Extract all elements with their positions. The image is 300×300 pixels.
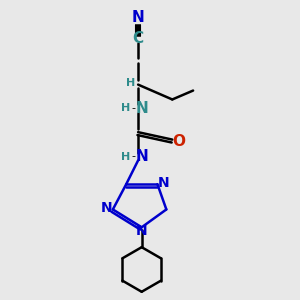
Text: N: N bbox=[101, 201, 113, 215]
Text: H: H bbox=[126, 78, 135, 88]
Text: H: H bbox=[121, 152, 130, 161]
Text: N: N bbox=[135, 149, 148, 164]
Text: N: N bbox=[132, 10, 145, 25]
Text: -: - bbox=[132, 103, 136, 113]
Text: H: H bbox=[121, 103, 130, 113]
Text: O: O bbox=[172, 134, 185, 148]
Text: C: C bbox=[133, 31, 144, 46]
Text: N: N bbox=[158, 176, 170, 190]
Text: N: N bbox=[135, 224, 147, 238]
Text: -: - bbox=[132, 152, 136, 161]
Text: N: N bbox=[135, 101, 148, 116]
